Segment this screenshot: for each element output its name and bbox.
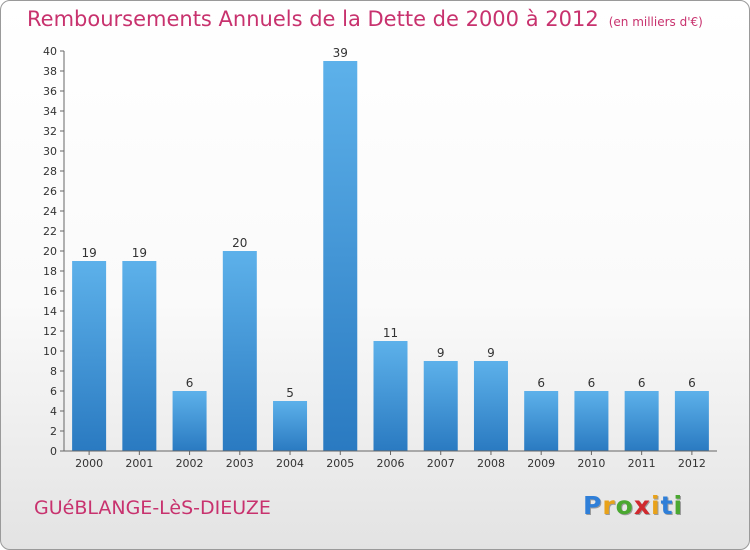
bar bbox=[624, 391, 659, 451]
brand-logo-letter: o bbox=[615, 491, 634, 520]
bar bbox=[574, 391, 609, 451]
bar-value-label: 6 bbox=[638, 376, 646, 390]
x-tick-label: 2004 bbox=[276, 457, 304, 470]
y-tick-label: 4 bbox=[50, 405, 57, 418]
bar-value-label: 6 bbox=[537, 376, 545, 390]
brand-logo-letter: i bbox=[651, 491, 661, 520]
brand-logo-letter: x bbox=[633, 491, 651, 520]
bar-value-label: 9 bbox=[487, 346, 495, 360]
x-axis: 2000 2001 2002 2003 2004 2005 2006 2007 2008 2009… bbox=[64, 450, 717, 470]
bar-value-label: 5 bbox=[286, 386, 294, 400]
chart-title-text: Remboursements Annuels de la Dette de 20… bbox=[27, 7, 599, 31]
y-tick-label: 14 bbox=[43, 305, 57, 318]
bar-value-label: 6 bbox=[186, 376, 194, 390]
bar-value-label: 11 bbox=[383, 326, 398, 340]
commune-name: GUéBLANGE-LèS-DIEUZE bbox=[34, 497, 271, 519]
x-tick-label: 2009 bbox=[527, 457, 555, 470]
x-tick-label: 2011 bbox=[628, 457, 656, 470]
bar bbox=[674, 391, 709, 451]
y-tick-label: 34 bbox=[43, 105, 57, 118]
bar-value-label: 19 bbox=[81, 246, 96, 260]
bar bbox=[423, 361, 458, 451]
x-tick-label: 2005 bbox=[326, 457, 354, 470]
bar bbox=[273, 401, 308, 451]
bar-value-label: 9 bbox=[437, 346, 445, 360]
y-tick-label: 8 bbox=[50, 365, 57, 378]
bar-value-label: 20 bbox=[232, 236, 247, 250]
y-tick-label: 28 bbox=[43, 165, 57, 178]
bar-value-label: 39 bbox=[333, 46, 348, 60]
bar bbox=[122, 261, 157, 451]
y-tick-label: 22 bbox=[43, 225, 57, 238]
y-tick-label: 26 bbox=[43, 185, 57, 198]
y-tick-label: 6 bbox=[50, 385, 57, 398]
bar bbox=[72, 261, 107, 451]
y-tick-label: 12 bbox=[43, 325, 57, 338]
x-tick-label: 2007 bbox=[427, 457, 455, 470]
y-tick-label: 40 bbox=[43, 45, 57, 58]
bar-series: 19 19 6 20 5 39 11 9 9 6 6 6 6 bbox=[72, 46, 709, 451]
brand-logo-letter: i bbox=[673, 491, 684, 520]
y-tick-label: 10 bbox=[43, 345, 57, 358]
y-tick-label: 24 bbox=[43, 205, 57, 218]
y-tick-label: 16 bbox=[43, 285, 57, 298]
y-tick-label: 2 bbox=[50, 425, 57, 438]
bar bbox=[373, 341, 408, 451]
x-tick-label: 2003 bbox=[226, 457, 254, 470]
brand-logo: Proxiti bbox=[583, 491, 683, 520]
x-tick-label: 2006 bbox=[377, 457, 405, 470]
chart-unit: (en milliers d'€) bbox=[608, 15, 703, 29]
brand-logo-letter: t bbox=[660, 491, 674, 520]
chart-title: Remboursements Annuels de la Dette de 20… bbox=[27, 7, 703, 31]
bar bbox=[172, 391, 207, 451]
y-tick-label: 18 bbox=[43, 265, 57, 278]
y-tick-label: 32 bbox=[43, 125, 57, 138]
bar bbox=[473, 361, 508, 451]
y-tick-label: 20 bbox=[43, 245, 57, 258]
bar-value-label: 19 bbox=[132, 246, 147, 260]
bar bbox=[222, 251, 257, 451]
y-tick-label: 30 bbox=[43, 145, 57, 158]
brand-logo-letter: P bbox=[583, 491, 603, 520]
bar bbox=[524, 391, 559, 451]
x-tick-label: 2012 bbox=[678, 457, 706, 470]
y-tick-label: 36 bbox=[43, 85, 57, 98]
bar-value-label: 6 bbox=[588, 376, 596, 390]
bar-value-label: 6 bbox=[688, 376, 696, 390]
y-tick-label: 38 bbox=[43, 65, 57, 78]
x-tick-label: 2001 bbox=[125, 457, 153, 470]
x-tick-label: 2002 bbox=[176, 457, 204, 470]
y-tick-label: 0 bbox=[50, 445, 57, 458]
brand-logo-letter: r bbox=[602, 491, 616, 520]
x-tick-label: 2010 bbox=[577, 457, 605, 470]
x-tick-label: 2000 bbox=[75, 457, 103, 470]
bar bbox=[323, 61, 358, 451]
x-tick-label: 2008 bbox=[477, 457, 505, 470]
